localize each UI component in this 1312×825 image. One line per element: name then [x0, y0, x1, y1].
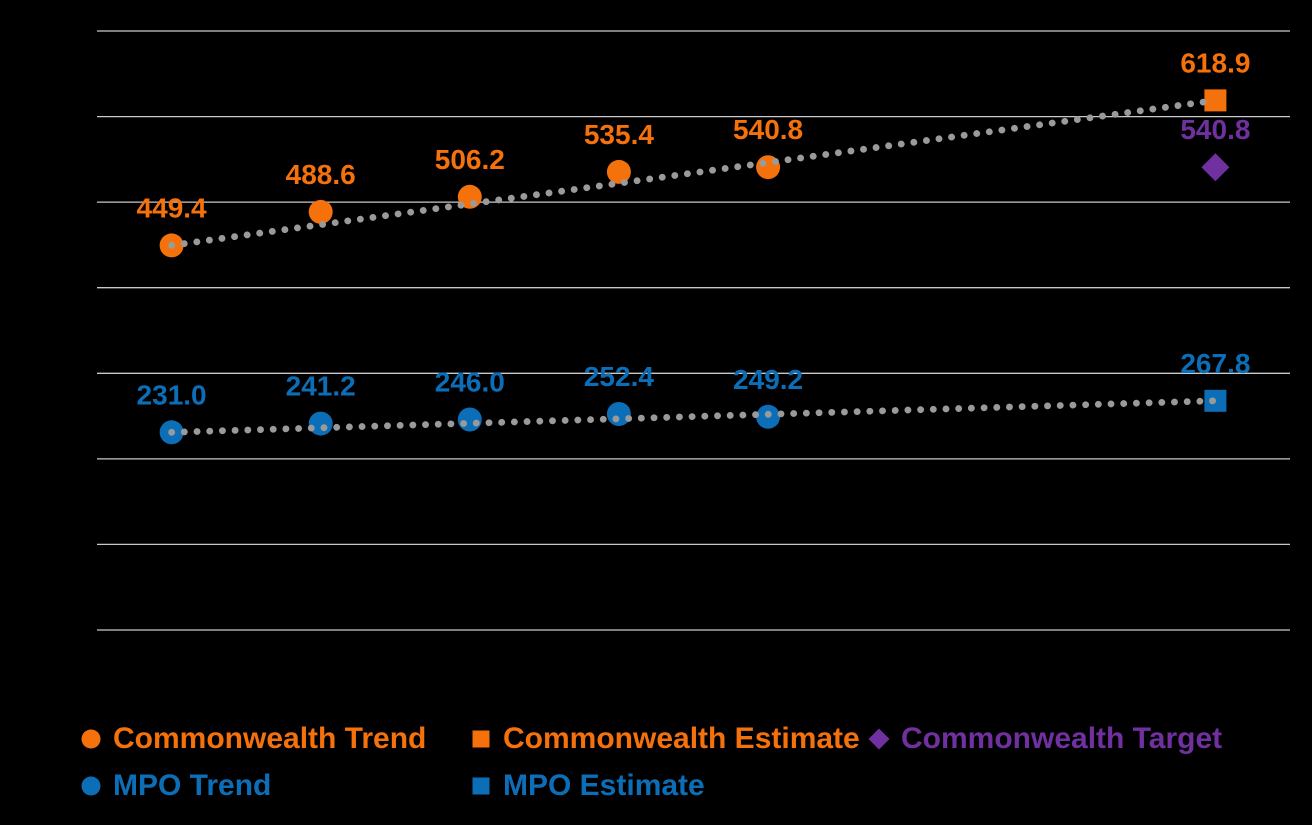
mpo-trend-data-label: 249.2 — [733, 364, 803, 395]
dotted-trendline-commonwealth-trend — [168, 97, 1219, 249]
commonwealth-trend-point — [308, 199, 333, 224]
commonwealth-trend-data-label: 506.2 — [435, 144, 505, 175]
commonwealth-trend-data-label: 535.4 — [584, 119, 654, 150]
commonwealth-trend-data-label: 488.6 — [286, 159, 356, 190]
mpo-trend-data-label: 252.4 — [584, 361, 654, 392]
dotted-trendline-mpo-trend — [168, 397, 1219, 436]
mpo-trend-data-label: 231.0 — [137, 379, 207, 410]
mpo-estimate-data-label: 267.8 — [1180, 348, 1250, 379]
commonwealth-trend-point — [606, 159, 631, 184]
commonwealth-target-data-label: 540.8 — [1180, 114, 1250, 145]
mpo-trend-point — [457, 407, 482, 432]
commonwealth-trend-data-label: 540.8 — [733, 114, 803, 145]
commonwealth-estimate-data-label: 618.9 — [1180, 47, 1250, 78]
mpo-trend-point — [606, 402, 631, 426]
commonwealth-trend-data-label: 449.4 — [137, 192, 207, 223]
mpo-trend-data-label: 246.0 — [435, 367, 505, 398]
mpo-trend-point — [308, 411, 333, 436]
mpo-trend-data-label: 241.2 — [286, 371, 356, 402]
commonwealth-target-point — [1201, 153, 1230, 182]
commonwealth-estimate-point — [1204, 89, 1227, 112]
